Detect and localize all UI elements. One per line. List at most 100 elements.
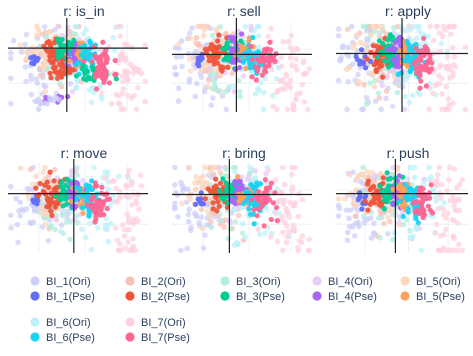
scatter-point-bi_1-ori xyxy=(45,238,52,244)
legend-item[interactable]: BI_1(Ori) xyxy=(30,276,91,288)
scatter-point-bi_1-ori xyxy=(210,95,216,101)
scatter-point-bi_2-pse xyxy=(210,200,216,206)
scatter-point-bi_6-pse xyxy=(243,198,249,204)
legend-item[interactable]: BI_5(Ori) xyxy=(400,276,461,288)
scatter-point-bi_7-pse xyxy=(413,207,419,214)
scatter-point-bi_6-ori xyxy=(102,226,109,232)
scatter-point-bi_6-ori xyxy=(409,92,416,99)
scatter-point-bi_2-ori xyxy=(205,77,212,83)
scatter-point-bi_1-ori xyxy=(58,222,65,228)
scatter-point-bi_5-ori xyxy=(353,32,360,39)
scatter-point-bi_1-ori xyxy=(8,55,14,62)
scatter-point-bi_7-pse xyxy=(99,184,105,190)
legend-item[interactable]: BI_6(Ori) xyxy=(30,317,91,329)
scatter-point-bi_7-pse xyxy=(274,218,280,224)
scatter-point-bi_7-ori xyxy=(442,226,449,233)
subplot-title: r: sell xyxy=(227,3,260,19)
subplot-4: r: move xyxy=(8,145,148,254)
scatter-point-bi_7-ori xyxy=(293,56,299,62)
legend-item[interactable]: BI_2(Ori) xyxy=(125,276,186,288)
scatter-point-bi_1-ori xyxy=(8,212,14,219)
scatter-point-bi_7-ori xyxy=(437,195,444,201)
scatter-point-bi_7-pse xyxy=(268,216,274,223)
scatter-point-bi_5-ori xyxy=(37,205,43,211)
scatter-point-bi_7-ori xyxy=(436,64,443,70)
scatter-point-bi_3-pse xyxy=(220,176,226,182)
scatter-point-bi_1-ori xyxy=(201,88,208,95)
scatter-point-bi_6-pse xyxy=(409,194,415,200)
scatter-point-bi_1-ori xyxy=(17,213,24,219)
legend-label: BI_7(Pse) xyxy=(141,332,190,344)
scatter-point-bi_6-ori xyxy=(83,26,89,33)
scatter-point-bi_7-ori xyxy=(124,77,131,84)
scatter-point-bi_5-pse xyxy=(402,46,408,52)
scatter-point-bi_1-pse xyxy=(359,206,365,212)
scatter-point-bi_5-pse xyxy=(80,210,86,216)
scatter-point-bi_1-ori xyxy=(28,72,34,79)
scatter-point-bi_6-pse xyxy=(405,53,411,60)
scatter-point-bi_5-ori xyxy=(45,29,52,35)
scatter-point-bi_4-ori xyxy=(390,164,397,171)
scatter-point-bi_7-pse xyxy=(248,196,254,202)
scatter-point-bi_7-ori xyxy=(120,222,126,228)
scatter-point-bi_1-ori xyxy=(385,230,391,237)
scatter-point-bi_2-pse xyxy=(212,45,218,51)
scatter-point-bi_7-ori xyxy=(116,101,123,107)
scatter-point-bi_7-pse xyxy=(413,45,419,51)
scatter-point-bi_7-ori xyxy=(427,23,433,30)
legend-item[interactable]: BI_7(Ori) xyxy=(125,317,186,329)
legend-item[interactable]: BI_7(Pse) xyxy=(125,332,190,344)
legend-item[interactable]: BI_3(Pse) xyxy=(220,291,285,303)
scatter-point-bi_1-ori xyxy=(208,102,214,108)
scatter-point-bi_1-ori xyxy=(335,202,342,209)
scatter-point-bi_7-ori xyxy=(450,69,456,76)
legend[interactable]: BI_1(Ori) BI_1(Pse) BI_2(Ori) BI_2(Pse) BI_3… xyxy=(30,276,465,344)
legend-item[interactable]: BI_1(Pse) xyxy=(30,291,95,303)
scatter-point-bi_2-pse xyxy=(208,42,215,48)
scatter-point-bi_2-pse xyxy=(370,43,376,49)
scatter-point-bi_7-ori xyxy=(448,31,454,37)
scatter-point-bi_1-ori xyxy=(345,229,351,236)
legend-item[interactable]: BI_4(Ori) xyxy=(312,276,373,288)
legend-item[interactable]: BI_6(Pse) xyxy=(30,332,95,344)
legend-item[interactable]: BI_3(Ori) xyxy=(220,276,281,288)
scatter-point-bi_6-ori xyxy=(74,77,80,84)
scatter-point-bi_7-pse xyxy=(266,63,272,69)
scatter-point-bi_6-ori xyxy=(402,76,409,83)
scatter-point-bi_6-ori xyxy=(426,164,432,171)
scatter-point-bi_6-ori xyxy=(88,99,95,106)
scatter-point-bi_1-ori xyxy=(172,64,178,71)
legend-item[interactable]: BI_4(Pse) xyxy=(312,291,377,303)
scatter-point-bi_1-pse xyxy=(358,47,365,53)
scatter-point-bi_5-ori xyxy=(369,169,375,176)
scatter-point-bi_2-pse xyxy=(35,193,41,199)
scatter-point-bi_6-ori xyxy=(242,23,249,30)
scatter-point-bi_1-ori xyxy=(8,50,14,56)
scatter-point-bi_5-ori xyxy=(396,222,403,228)
scatter-point-bi_4-ori xyxy=(395,77,402,83)
scatter-point-bi_4-pse xyxy=(231,56,237,63)
legend-item[interactable]: BI_5(Pse) xyxy=(400,291,465,303)
scatter-point-bi_7-ori xyxy=(453,207,460,214)
legend-label: BI_1(Pse) xyxy=(46,291,95,303)
scatter-point-bi_2-pse xyxy=(37,180,43,187)
scatter-point-bi_2-pse xyxy=(213,176,219,182)
scatter-point-bi_7-ori xyxy=(434,177,440,183)
scatter-point-bi_1-ori xyxy=(364,95,370,101)
scatter-point-bi_7-ori xyxy=(447,75,454,81)
scatter-point-bi_1-ori xyxy=(193,212,199,219)
scatter-point-bi_7-ori xyxy=(274,106,280,113)
scatter-point-bi_6-pse xyxy=(397,198,403,204)
scatter-point-bi_7-pse xyxy=(414,199,420,205)
scatter-point-bi_7-ori xyxy=(436,247,442,254)
scatter-point-bi_6-ori xyxy=(255,23,261,30)
scatter-point-bi_5-ori xyxy=(347,172,353,178)
scatter-point-bi_6-ori xyxy=(57,228,64,235)
scatter-point-bi_3-pse xyxy=(223,180,229,186)
scatter-point-bi_7-ori xyxy=(122,245,128,251)
scatter-point-bi_7-pse xyxy=(106,80,112,86)
scatter-point-bi_7-ori xyxy=(119,50,126,56)
scatter-point-bi_7-ori xyxy=(301,71,308,78)
legend-item[interactable]: BI_2(Pse) xyxy=(125,291,190,303)
